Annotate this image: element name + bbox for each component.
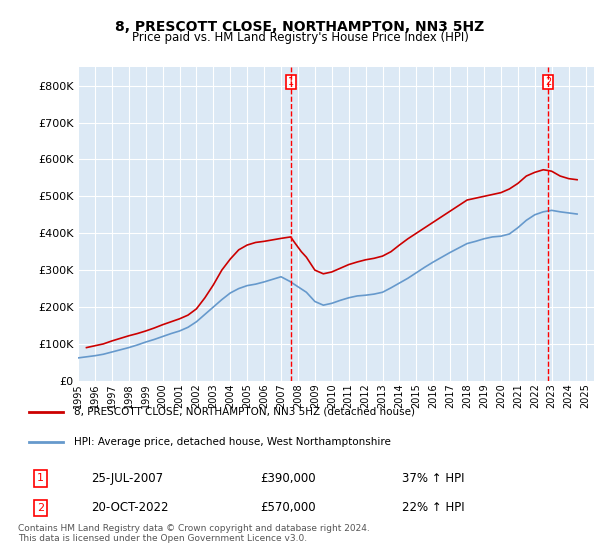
Text: HPI: Average price, detached house, West Northamptonshire: HPI: Average price, detached house, West… (74, 437, 391, 447)
Text: 1: 1 (287, 77, 294, 87)
Text: 20-OCT-2022: 20-OCT-2022 (91, 501, 169, 515)
Text: Contains HM Land Registry data © Crown copyright and database right 2024.
This d: Contains HM Land Registry data © Crown c… (18, 524, 370, 543)
Text: £390,000: £390,000 (260, 472, 316, 485)
Text: 8, PRESCOTT CLOSE, NORTHAMPTON, NN3 5HZ (detached house): 8, PRESCOTT CLOSE, NORTHAMPTON, NN3 5HZ … (74, 407, 415, 417)
Text: £570,000: £570,000 (260, 501, 316, 515)
Text: 22% ↑ HPI: 22% ↑ HPI (401, 501, 464, 515)
Text: 37% ↑ HPI: 37% ↑ HPI (401, 472, 464, 485)
Text: 2: 2 (545, 77, 551, 87)
Text: 8, PRESCOTT CLOSE, NORTHAMPTON, NN3 5HZ: 8, PRESCOTT CLOSE, NORTHAMPTON, NN3 5HZ (115, 20, 485, 34)
Text: 25-JUL-2007: 25-JUL-2007 (91, 472, 163, 485)
Text: 1: 1 (37, 473, 44, 483)
Text: 2: 2 (37, 503, 44, 513)
Text: Price paid vs. HM Land Registry's House Price Index (HPI): Price paid vs. HM Land Registry's House … (131, 31, 469, 44)
